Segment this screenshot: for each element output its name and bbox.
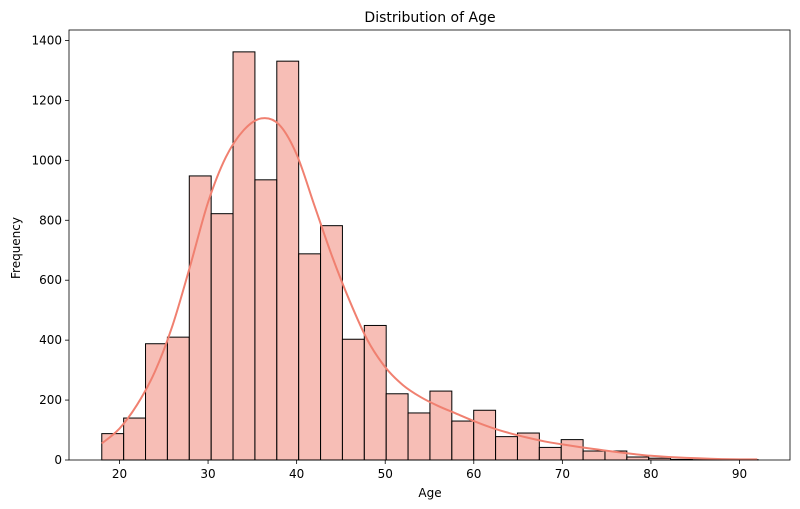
y-tick-label: 1000 [31, 153, 62, 167]
y-axis-label: Frequency [9, 217, 23, 279]
x-tick-label: 40 [289, 467, 304, 481]
x-tick-label: 90 [732, 467, 747, 481]
histogram-bar [582, 450, 606, 461]
histogram-bar [123, 417, 147, 461]
y-tick-label: 800 [39, 213, 62, 227]
y-tick-label: 400 [39, 333, 62, 347]
x-tick-label: 20 [112, 467, 127, 481]
y-tick-label: 600 [39, 273, 62, 287]
x-tick-label: 60 [466, 467, 481, 481]
x-tick-label: 70 [555, 467, 570, 481]
histogram-bar [385, 393, 409, 461]
y-tick-label: 0 [54, 453, 62, 467]
y-axis-ticks: 0 200 400 600 800 1000 1200 1400 [31, 33, 69, 467]
histogram-bars [101, 51, 759, 461]
histogram-bar [560, 439, 584, 461]
x-tick-label: 80 [643, 467, 658, 481]
y-tick-label: 1400 [31, 33, 62, 47]
histogram-bar [451, 420, 475, 461]
histogram-bar [407, 412, 431, 461]
histogram-bar [538, 446, 562, 461]
y-tick-label: 1200 [31, 93, 62, 107]
histogram-bar [320, 225, 343, 461]
x-axis-label: Age [418, 486, 441, 500]
histogram-bar [495, 436, 518, 461]
histogram-bar [363, 324, 387, 461]
histogram-bar [254, 179, 278, 461]
histogram-bar [232, 51, 256, 461]
histogram-bar [626, 456, 650, 461]
plot-area-frame [68, 29, 791, 461]
x-tick-label: 50 [378, 467, 393, 481]
histogram-bar [145, 343, 168, 461]
x-axis-ticks: 20 30 40 50 60 70 80 90 [112, 460, 747, 481]
histogram-bar [188, 175, 212, 461]
histogram-bar [473, 409, 497, 461]
kde-curve [101, 117, 758, 461]
histogram-bar [210, 213, 234, 461]
histogram-bar [276, 60, 300, 461]
histogram-bar [166, 336, 190, 461]
histogram-bar [341, 338, 365, 461]
histogram-bar [101, 433, 125, 461]
y-tick-label: 200 [39, 393, 62, 407]
histogram-bar [429, 390, 453, 461]
x-tick-label: 30 [200, 467, 215, 481]
histogram-bar [298, 253, 322, 461]
chart-title: Distribution of Age [364, 10, 495, 26]
